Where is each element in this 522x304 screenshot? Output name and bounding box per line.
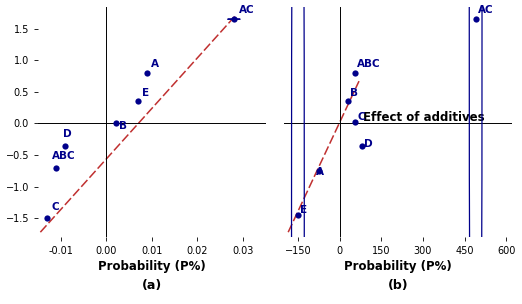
Text: (b): (b): [387, 279, 408, 292]
Text: C: C: [357, 112, 365, 122]
Text: B: B: [350, 88, 358, 98]
Text: D: D: [364, 140, 373, 149]
Text: E: E: [300, 205, 307, 215]
Text: E: E: [142, 88, 149, 98]
X-axis label: Probability (P%): Probability (P%): [344, 261, 452, 273]
Text: D: D: [63, 129, 72, 139]
Text: ABC: ABC: [357, 59, 381, 69]
Text: AC: AC: [239, 5, 254, 16]
Text: B: B: [119, 121, 127, 131]
Text: A: A: [151, 59, 159, 69]
Text: ABC: ABC: [52, 151, 75, 161]
Text: A: A: [316, 167, 324, 177]
Text: Effect of additives: Effect of additives: [363, 111, 484, 124]
Text: C: C: [52, 202, 60, 212]
Text: (a): (a): [142, 279, 162, 292]
X-axis label: Probability (P%): Probability (P%): [98, 261, 206, 273]
Text: AC: AC: [479, 5, 494, 16]
